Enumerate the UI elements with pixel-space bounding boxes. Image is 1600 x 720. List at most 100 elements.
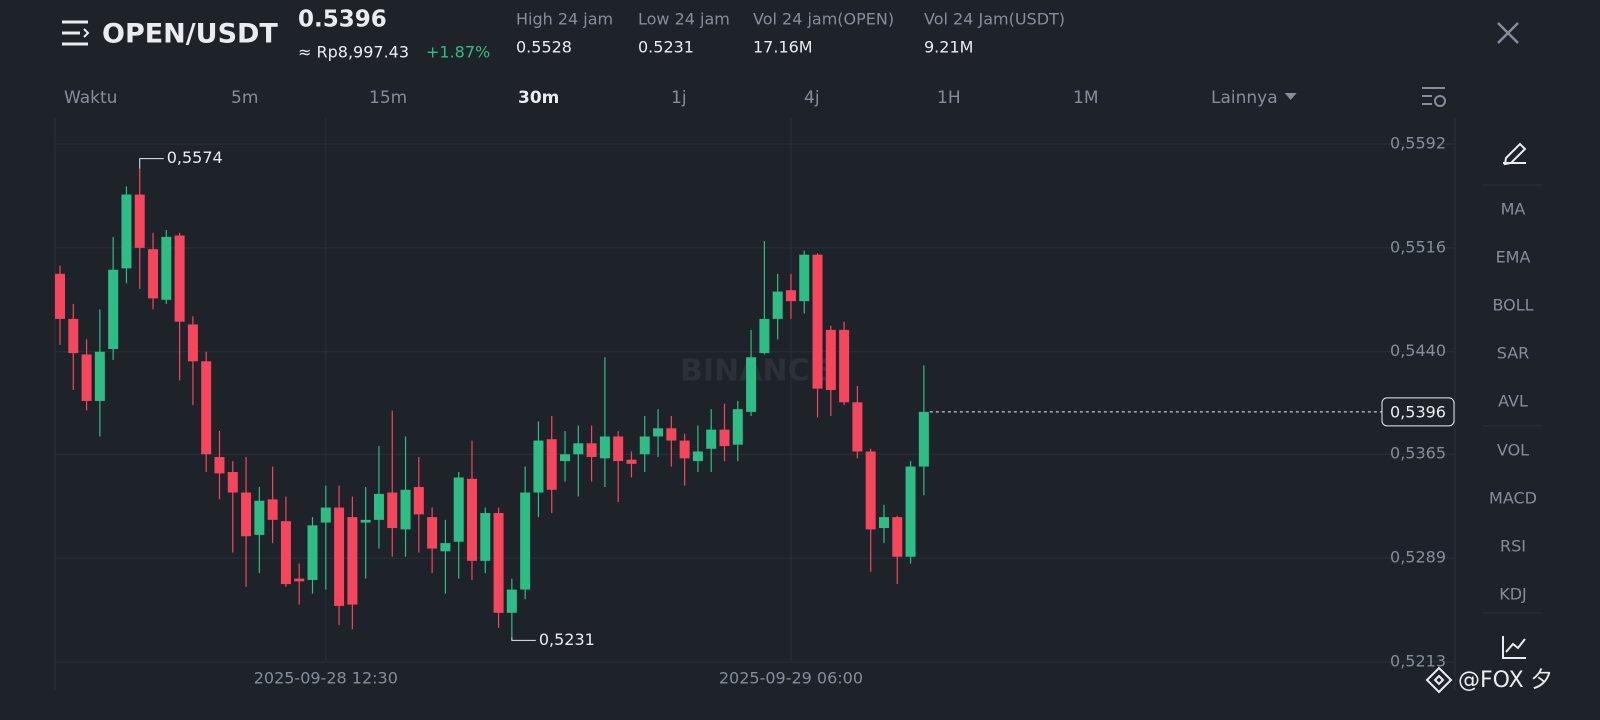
indicator[interactable]: EMA: [1496, 248, 1531, 267]
candle-body: [892, 517, 903, 557]
annotation-line: [511, 637, 536, 641]
candle-body: [746, 357, 757, 412]
candle-body: [626, 459, 637, 464]
indicator[interactable]: RSI: [1500, 537, 1526, 556]
annotation-label: 0,5574: [167, 148, 223, 167]
indicator[interactable]: MACD: [1489, 489, 1537, 508]
timeframe-tab[interactable]: Lainnya: [1211, 88, 1278, 108]
candle-body: [254, 500, 265, 535]
candle-body: [586, 443, 597, 457]
credit: @FOX 夕: [1458, 668, 1553, 693]
candle-body: [878, 517, 889, 529]
candle-body: [613, 436, 624, 462]
candle-body: [148, 249, 159, 299]
candle-body: [267, 499, 278, 520]
candle-body: [719, 429, 730, 447]
candle-body: [520, 492, 531, 590]
candle-body: [94, 351, 105, 401]
indicator[interactable]: SAR: [1497, 344, 1530, 363]
indicator[interactable]: KDJ: [1499, 585, 1527, 604]
change: +1.87%: [426, 43, 490, 62]
last-price-box: [1381, 397, 1455, 427]
candle-body: [201, 361, 212, 455]
candle-body: [666, 428, 677, 441]
timeframe-tab[interactable]: 1H: [937, 88, 961, 108]
candle-body: [865, 451, 876, 530]
timeframe-tab[interactable]: 15m: [369, 88, 407, 108]
candle-body: [692, 451, 703, 462]
candle-body: [161, 236, 172, 300]
candle-body: [334, 507, 345, 606]
timeframe-tab[interactable]: 5m: [231, 88, 258, 108]
candle-body: [280, 521, 291, 585]
stat-value: 17.16M: [753, 38, 813, 57]
candle-body: [360, 519, 371, 523]
candle-body: [772, 291, 783, 319]
close-button[interactable]: [1497, 22, 1519, 44]
indicator[interactable]: VOL: [1497, 441, 1529, 460]
chart-settings-icon[interactable]: [1422, 87, 1446, 107]
candle-body: [799, 254, 810, 302]
candle-body: [187, 324, 198, 362]
chart-type-icon[interactable]: [1502, 636, 1526, 659]
candle-body: [174, 235, 185, 322]
price: 0.5396: [298, 7, 387, 33]
candle-body: [294, 578, 305, 582]
annotation-line: [139, 158, 164, 169]
candle-body: [732, 409, 743, 445]
menu-icon[interactable]: [62, 20, 90, 46]
candle-body: [812, 254, 823, 389]
candle-body: [493, 513, 504, 613]
indicator-list: MA EMA BOLL SAR AVL VOL MACD RSI KDJ: [1489, 200, 1537, 604]
indicator[interactable]: MA: [1501, 200, 1526, 219]
timeframe-tab[interactable]: 30m: [518, 88, 559, 108]
candle-body: [307, 525, 318, 580]
candle-body: [546, 439, 557, 490]
pair[interactable]: OPEN/USDT: [102, 19, 278, 50]
candle-body: [533, 440, 544, 493]
candle-body: [653, 428, 664, 437]
candle-body: [573, 443, 584, 455]
candle-body: [759, 318, 770, 354]
last-price-label: 0,5396: [1390, 402, 1446, 421]
y-tick-label: 0,5592: [1390, 133, 1446, 152]
y-tick-label: 0,5440: [1390, 341, 1446, 360]
candle-body: [387, 492, 398, 529]
stats: High 24 jam 0.5528 Low 24 jam 0.5231 Vol 24 …: [516, 10, 1065, 57]
draw-tool-icon[interactable]: [1503, 142, 1527, 166]
timeframe-tab[interactable]: 4j: [804, 88, 820, 108]
candle-body: [785, 290, 796, 302]
candle-body: [560, 454, 571, 462]
y-tick-label: 0,5516: [1390, 237, 1446, 256]
candle-body: [320, 507, 331, 523]
candle-body: [241, 492, 252, 537]
candle-body: [639, 436, 650, 455]
candle-body: [427, 517, 438, 549]
candle-body: [599, 436, 610, 459]
candle-body: [440, 543, 451, 552]
candle-body: [679, 440, 690, 459]
timeframe-tab[interactable]: 1M: [1073, 88, 1098, 108]
indicator[interactable]: BOLL: [1492, 296, 1533, 315]
y-tick-label: 0,5213: [1390, 652, 1446, 671]
y-tick-label: 0,5289: [1390, 548, 1446, 567]
stat-value: 9.21M: [924, 38, 973, 57]
stat-label: Vol 24 jam(OPEN): [753, 10, 894, 29]
candle-body: [852, 402, 863, 452]
x-tick-label: 2025-09-29 06:00: [719, 669, 863, 688]
timeframe-tab[interactable]: 1j: [671, 88, 687, 108]
stat-label: High 24 jam: [516, 10, 613, 29]
candle-body: [466, 478, 477, 561]
candle-body: [68, 318, 79, 354]
candle-body: [905, 466, 916, 557]
candle-body: [108, 269, 119, 349]
candle-body: [121, 194, 132, 269]
candle-body: [453, 477, 464, 542]
candle-body: [918, 411, 929, 467]
stat-value: 0.5528: [516, 38, 572, 57]
timeframe-tab: Waktu: [64, 88, 117, 108]
indicator[interactable]: AVL: [1498, 392, 1528, 411]
